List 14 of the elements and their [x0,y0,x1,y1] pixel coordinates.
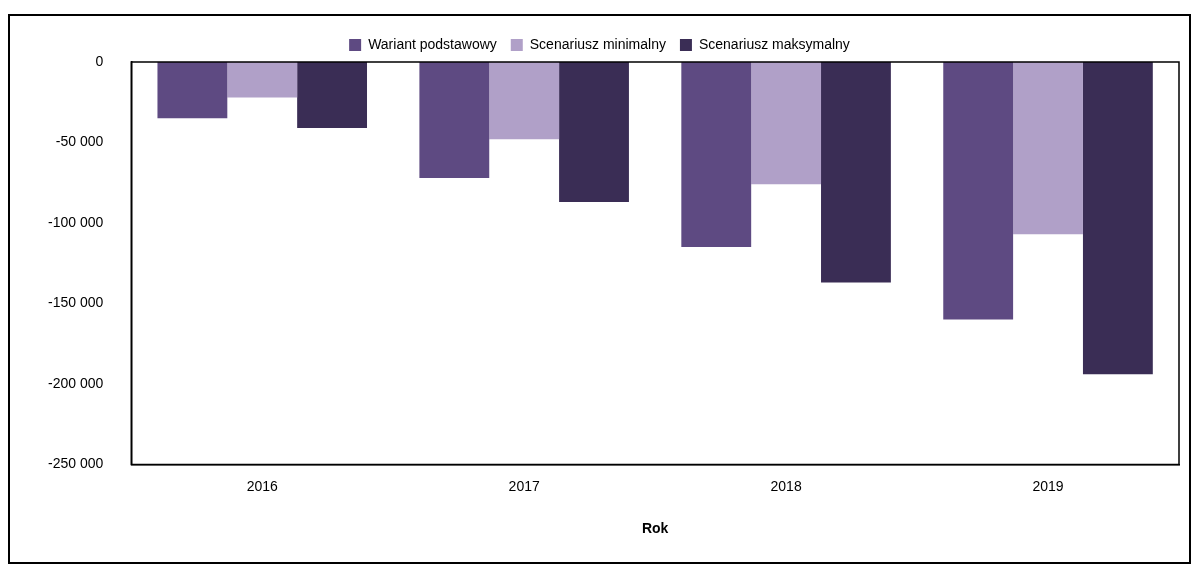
y-tick-label: -50 000 [55,133,104,150]
legend-label: Scenariusz maksymalny [698,35,850,52]
y-tick-label: -250 000 [47,455,104,472]
y-tick-label: 0 [95,52,104,69]
legend-label: Scenariusz minimalny [529,35,666,52]
x-tick-label: 2016 [246,477,279,494]
legend-label: Wariant podstawowy [368,35,497,52]
x-axis-title: Rok [641,520,669,537]
x-tick-label: 2018 [770,477,802,494]
y-tick-label: -200 000 [47,374,104,391]
y-tick-label: -100 000 [47,213,104,230]
x-tick-label: 2017 [508,477,540,494]
x-tick-label: 2019 [1032,477,1064,494]
y-tick-label: -150 000 [47,294,104,311]
